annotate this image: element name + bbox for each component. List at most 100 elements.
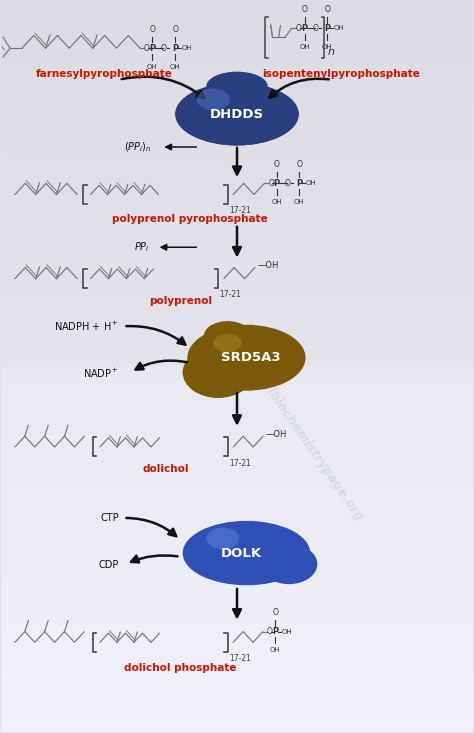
Text: P: P bbox=[149, 44, 155, 53]
Bar bbox=[0, 615, 474, 619]
Bar bbox=[0, 8, 474, 12]
Bar bbox=[0, 681, 474, 685]
Bar bbox=[0, 30, 474, 34]
Bar bbox=[0, 366, 474, 370]
Bar bbox=[0, 326, 474, 330]
Bar bbox=[0, 122, 474, 125]
Text: P: P bbox=[324, 24, 330, 33]
Bar bbox=[0, 528, 474, 531]
Bar bbox=[0, 370, 474, 374]
Bar bbox=[0, 315, 474, 319]
Bar bbox=[0, 48, 474, 52]
Bar bbox=[0, 103, 474, 107]
Bar bbox=[0, 323, 474, 326]
Ellipse shape bbox=[261, 544, 318, 584]
Bar bbox=[0, 330, 474, 334]
Bar bbox=[0, 293, 474, 297]
Bar bbox=[0, 348, 474, 352]
Bar bbox=[0, 275, 474, 279]
Bar bbox=[0, 308, 474, 312]
Ellipse shape bbox=[187, 325, 306, 391]
Bar bbox=[0, 56, 474, 59]
Text: $n$: $n$ bbox=[327, 47, 335, 57]
Text: polyprenol: polyprenol bbox=[149, 295, 212, 306]
Bar bbox=[0, 567, 474, 571]
Bar bbox=[0, 282, 474, 286]
Text: P: P bbox=[296, 179, 302, 188]
Text: dolichol phosphate: dolichol phosphate bbox=[124, 663, 237, 673]
Ellipse shape bbox=[206, 72, 268, 101]
Bar bbox=[0, 176, 474, 180]
Bar bbox=[0, 187, 474, 191]
Bar bbox=[0, 524, 474, 528]
Bar bbox=[0, 692, 474, 696]
Bar bbox=[0, 23, 474, 26]
Bar bbox=[0, 286, 474, 290]
Bar bbox=[0, 469, 474, 473]
Bar bbox=[0, 462, 474, 465]
Bar bbox=[0, 725, 474, 729]
Bar bbox=[0, 443, 474, 447]
Bar bbox=[0, 238, 474, 242]
Text: O: O bbox=[301, 5, 308, 14]
Bar bbox=[0, 337, 474, 341]
Bar bbox=[0, 224, 474, 227]
Bar bbox=[0, 158, 474, 162]
Bar bbox=[0, 63, 474, 67]
Bar bbox=[0, 205, 474, 209]
Bar bbox=[0, 334, 474, 337]
Bar bbox=[0, 227, 474, 231]
Text: $PP_i$: $PP_i$ bbox=[134, 240, 150, 254]
Bar bbox=[0, 703, 474, 707]
Bar bbox=[0, 1, 474, 4]
Bar bbox=[0, 37, 474, 41]
Bar bbox=[0, 630, 474, 633]
Text: CDP: CDP bbox=[99, 561, 119, 570]
Bar bbox=[0, 608, 474, 611]
Bar bbox=[0, 622, 474, 626]
Bar bbox=[0, 297, 474, 301]
Text: O: O bbox=[144, 44, 150, 53]
Bar bbox=[0, 509, 474, 513]
Bar bbox=[0, 191, 474, 194]
Bar bbox=[0, 125, 474, 129]
Bar bbox=[0, 520, 474, 524]
Text: O: O bbox=[296, 160, 302, 169]
Bar bbox=[0, 144, 474, 147]
Text: 17-21: 17-21 bbox=[229, 654, 251, 663]
Ellipse shape bbox=[213, 334, 242, 353]
Bar bbox=[0, 560, 474, 564]
Bar bbox=[0, 604, 474, 608]
Bar bbox=[0, 498, 474, 502]
Bar bbox=[0, 363, 474, 366]
Text: OH: OH bbox=[181, 45, 192, 51]
Ellipse shape bbox=[204, 321, 251, 350]
Text: 17-21: 17-21 bbox=[219, 290, 241, 299]
Bar bbox=[0, 495, 474, 498]
Bar bbox=[0, 571, 474, 575]
Bar bbox=[0, 59, 474, 63]
Bar bbox=[0, 611, 474, 615]
Bar bbox=[0, 147, 474, 151]
Text: SRD5A3: SRD5A3 bbox=[221, 351, 281, 364]
Bar bbox=[0, 70, 474, 74]
Text: P: P bbox=[273, 179, 280, 188]
Bar bbox=[0, 487, 474, 491]
Text: dolichol: dolichol bbox=[143, 464, 189, 474]
Bar bbox=[0, 89, 474, 92]
Bar bbox=[0, 674, 474, 677]
Bar bbox=[0, 169, 474, 173]
Bar bbox=[0, 432, 474, 436]
Bar bbox=[0, 341, 474, 345]
Bar bbox=[0, 721, 474, 725]
Bar bbox=[0, 52, 474, 56]
Bar bbox=[0, 198, 474, 202]
Bar bbox=[0, 290, 474, 293]
Bar bbox=[0, 578, 474, 582]
Text: P: P bbox=[172, 44, 178, 53]
Bar bbox=[0, 399, 474, 403]
Bar bbox=[0, 129, 474, 133]
Bar bbox=[0, 410, 474, 414]
Bar bbox=[0, 260, 474, 264]
Bar bbox=[0, 542, 474, 546]
